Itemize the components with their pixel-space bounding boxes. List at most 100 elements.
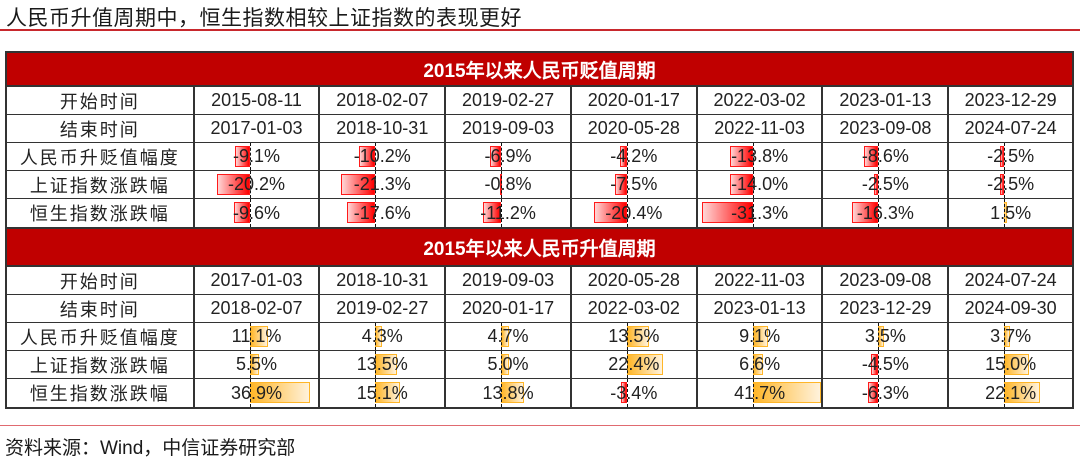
date-value: 2017-01-03 bbox=[210, 270, 303, 290]
negative-data-bar bbox=[234, 146, 250, 167]
data-bar-axis bbox=[626, 351, 628, 378]
negative-data-bar bbox=[346, 202, 376, 223]
row-label: 人民币升贬值幅度 bbox=[7, 143, 195, 170]
depreciation-row-sse: 上证指数涨跌幅 -20.2% -21.3% -0.8% -7.5% -14.0% -2.5%… bbox=[7, 171, 1072, 199]
negative-data-bar bbox=[216, 174, 250, 195]
percent-value: 13.8% bbox=[482, 382, 534, 403]
table-cell: -20.4% bbox=[572, 199, 698, 227]
negative-data-bar bbox=[874, 174, 879, 195]
row-label: 人民币升贬值幅度 bbox=[7, 323, 195, 350]
data-bar-axis bbox=[249, 143, 251, 170]
table-cell: 2022-03-02 bbox=[572, 295, 698, 322]
percent-value: -4.2% bbox=[610, 146, 658, 166]
row-label: 结束时间 bbox=[7, 115, 195, 142]
table-cell: 15.0% bbox=[949, 351, 1072, 378]
percent-value: 15.0% bbox=[985, 354, 1037, 374]
data-bar-axis bbox=[501, 379, 503, 407]
negative-data-bar bbox=[864, 146, 879, 167]
data-bar-axis bbox=[626, 199, 628, 227]
date-value: 2015-08-11 bbox=[211, 90, 302, 110]
date-value: 2018-10-31 bbox=[336, 118, 429, 138]
row-label: 结束时间 bbox=[7, 295, 195, 322]
negative-data-bar bbox=[593, 202, 627, 223]
negative-data-bar bbox=[358, 146, 376, 167]
table-cell: -0.8% bbox=[446, 171, 572, 198]
percent-value: 11.1% bbox=[231, 326, 282, 346]
percent-value: 3.7% bbox=[990, 326, 1032, 346]
data-bar-axis bbox=[626, 171, 628, 198]
percent-value: -10.2% bbox=[353, 146, 411, 166]
row-label: 上证指数涨跌幅 bbox=[7, 171, 195, 198]
negative-data-bar bbox=[1000, 174, 1005, 195]
table-cell: 2018-02-07 bbox=[320, 87, 447, 114]
negative-data-bar bbox=[701, 202, 753, 223]
table-cell: 2015-08-11 bbox=[195, 87, 321, 114]
data-bar-axis bbox=[375, 379, 377, 407]
table-cell: 2020-05-28 bbox=[572, 267, 698, 294]
data-bar-axis bbox=[375, 323, 377, 350]
table-cell: -11.2% bbox=[446, 199, 572, 227]
table-cell: 2023-01-13 bbox=[823, 87, 950, 114]
appreciation-section-header: 2015年以来人民币升值周期 bbox=[7, 227, 1072, 267]
table-cell: 22.1% bbox=[949, 379, 1072, 407]
negative-data-bar bbox=[621, 382, 627, 403]
date-value: 2024-07-24 bbox=[964, 270, 1057, 290]
data-bar-axis bbox=[626, 143, 628, 170]
percent-value: -6.9% bbox=[484, 146, 532, 166]
data-bar-axis bbox=[752, 351, 754, 378]
data-bar-axis bbox=[249, 171, 251, 198]
data-bar-axis bbox=[501, 143, 503, 170]
table-cell: 2019-09-03 bbox=[446, 115, 572, 142]
table-cell: 2020-05-28 bbox=[572, 115, 698, 142]
data-bar-axis bbox=[1004, 351, 1006, 378]
date-value: 2018-02-07 bbox=[210, 298, 303, 318]
percent-value: 9.1% bbox=[739, 326, 781, 346]
table-cell: -2.5% bbox=[949, 171, 1072, 198]
data-bar-axis bbox=[1004, 199, 1006, 227]
table-cell: 2023-09-08 bbox=[823, 267, 950, 294]
data-bar-axis bbox=[249, 199, 251, 227]
data-bar-axis bbox=[752, 171, 754, 198]
data-bar-axis bbox=[752, 143, 754, 170]
data-bar-axis bbox=[878, 199, 880, 227]
table-cell: 2020-01-17 bbox=[572, 87, 698, 114]
table-cell: 9.1% bbox=[698, 323, 824, 350]
table-cell: 3.7% bbox=[949, 323, 1072, 350]
percent-value: 5.0% bbox=[487, 354, 529, 374]
percent-value: -16.3% bbox=[856, 202, 914, 223]
percent-value: -11.2% bbox=[480, 202, 536, 223]
appreciation-row-end: 结束时间 2018-02-07 2019-02-27 2020-01-17 2022-0… bbox=[7, 295, 1072, 323]
table-cell: 22.4% bbox=[572, 351, 698, 378]
date-value: 2022-03-02 bbox=[713, 90, 806, 110]
percent-value: 15.1% bbox=[356, 382, 408, 403]
date-value: 2022-03-02 bbox=[587, 298, 680, 318]
data-bar-axis bbox=[1004, 143, 1006, 170]
percent-value: -3.4% bbox=[610, 382, 658, 403]
date-value: 2024-07-24 bbox=[964, 118, 1057, 138]
negative-data-bar bbox=[233, 202, 250, 223]
row-label: 恒生指数涨跌幅 bbox=[7, 199, 195, 227]
date-value: 2022-11-03 bbox=[714, 118, 805, 138]
percent-value: -0.8% bbox=[484, 174, 532, 194]
table-cell: -21.3% bbox=[320, 171, 447, 198]
negative-data-bar bbox=[1000, 146, 1005, 167]
negative-data-bar bbox=[482, 202, 502, 223]
data-bar-axis bbox=[501, 171, 503, 198]
table-cell: -8.6% bbox=[823, 143, 950, 170]
percent-value: -2.5% bbox=[861, 174, 909, 194]
table-cell: -20.2% bbox=[195, 171, 321, 198]
date-value: 2018-10-31 bbox=[336, 270, 429, 290]
data-bar-axis bbox=[375, 171, 377, 198]
appreciation-row-hsi: 恒生指数涨跌幅 36.9% 15.1% 13.8% -3.4% 41.7% -6.3% 22.… bbox=[7, 379, 1072, 407]
data-bar-axis bbox=[626, 379, 628, 407]
percent-value: 3.5% bbox=[864, 326, 906, 346]
table-cell: 2023-12-29 bbox=[949, 87, 1072, 114]
data-bar-axis bbox=[375, 143, 377, 170]
table-cell: 2024-07-24 bbox=[949, 267, 1072, 294]
date-value: 2020-01-17 bbox=[462, 298, 555, 318]
percent-value: 6.6% bbox=[739, 354, 781, 374]
table-cell: 2019-02-27 bbox=[446, 87, 572, 114]
table-cell: -13.8% bbox=[698, 143, 824, 170]
table-cell: 2024-07-24 bbox=[949, 115, 1072, 142]
title-divider bbox=[0, 29, 1080, 31]
